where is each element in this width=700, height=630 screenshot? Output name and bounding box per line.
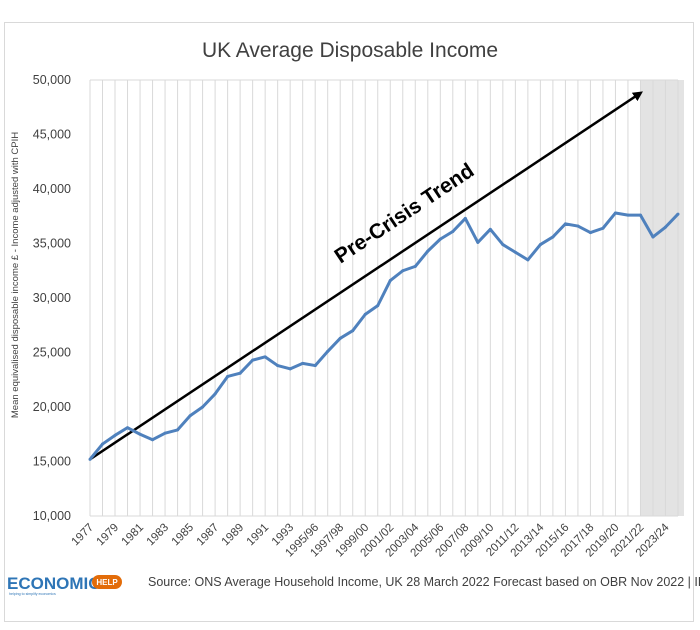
x-tick-label: 1989 [220,522,247,549]
data-point [676,212,680,216]
x-axis-tick-labels: 1977197919811983198519871989199119931995… [70,521,672,559]
income-data-points [88,211,680,461]
data-point [88,457,92,461]
x-tick-label: 1977 [70,522,97,549]
y-axis-tick-labels: 10,000 15,000 20,000 25,000 30,000 35,000 40,0… [33,73,71,523]
data-point [463,216,467,220]
data-point [213,392,217,396]
data-point [176,428,180,432]
horizontal-gridlines [90,79,678,517]
data-point [638,213,642,217]
data-point [401,269,405,273]
data-point [438,237,442,241]
data-point [188,414,192,418]
data-point [426,249,430,253]
data-point [263,355,267,359]
y-tick-label: 50,000 [33,73,71,87]
data-point [301,361,305,365]
data-point [376,304,380,308]
x-tick-label: 1985 [170,522,197,549]
data-point [576,224,580,228]
data-point [626,213,630,217]
data-point [388,279,392,283]
data-point [101,442,105,446]
data-point [351,329,355,333]
y-tick-label: 35,000 [33,237,71,251]
data-point [201,405,205,409]
data-point [563,222,567,226]
y-tick-label: 25,000 [33,346,71,360]
data-point [238,371,242,375]
data-point [501,243,505,247]
data-point [526,258,530,262]
data-point [276,364,280,368]
y-axis-label: Mean equivalised disposable income £ - I… [10,132,21,418]
data-point [126,426,130,430]
data-point [488,227,492,231]
x-tick-label: 1987 [195,522,222,549]
logo-help-badge [92,575,122,589]
y-tick-label: 15,000 [33,455,71,469]
data-point [551,235,555,239]
data-point [363,312,367,316]
source-note: Source: ONS Average Household Income, UK… [148,575,700,589]
forecast-shading [640,80,684,516]
chart-frame [4,22,694,622]
income-series-line [88,211,680,461]
x-tick-label: 1991 [245,522,272,549]
y-tick-label: 40,000 [33,182,71,196]
data-point [651,235,655,239]
data-point [413,264,417,268]
data-point [663,225,667,229]
chart-title: UK Average Disposable Income [202,39,498,62]
data-point [588,231,592,235]
logo-help-text: HELP [96,578,118,587]
y-tick-label: 10,000 [33,509,71,523]
vertical-gridlines [89,80,679,516]
data-point [451,230,455,234]
data-point [138,432,142,436]
data-point [601,226,605,230]
y-tick-label: 30,000 [33,291,71,305]
logo-text: ECONOMICS [7,574,112,593]
x-tick-label: 1983 [145,522,172,549]
logo-tagline: helping to simplify economics [9,592,56,596]
data-point [476,240,480,244]
data-point [613,211,617,215]
data-point [513,250,517,254]
data-point [251,358,255,362]
data-point [288,367,292,371]
data-point [163,431,167,435]
y-tick-label: 20,000 [33,400,71,414]
x-tick-label: 1979 [95,522,122,549]
economics-help-logo: ECONOMICS HELP helping to simplify econo… [7,574,122,596]
y-tick-label: 45,000 [33,128,71,142]
pre-crisis-trend-arrow [89,91,643,461]
data-point [538,243,542,247]
data-point [113,433,117,437]
data-point [326,349,330,353]
data-point [226,374,230,378]
data-point [151,438,155,442]
x-tick-label: 1981 [120,522,147,549]
data-point [338,336,342,340]
data-point [313,364,317,368]
